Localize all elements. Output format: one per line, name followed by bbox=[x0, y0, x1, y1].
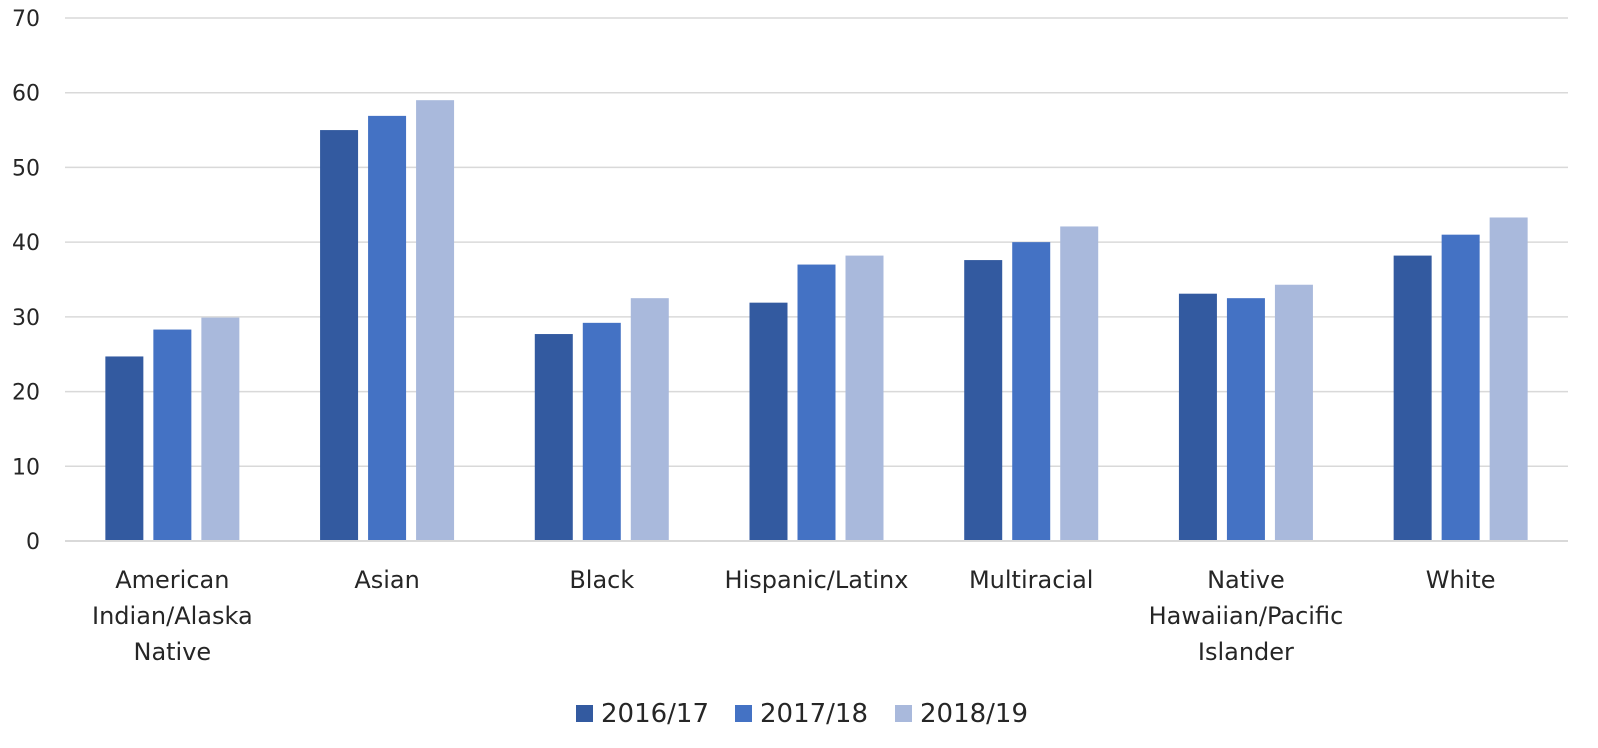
category-label: American bbox=[115, 566, 229, 594]
bar bbox=[964, 260, 1003, 541]
category-label: Hispanic/Latinx bbox=[725, 566, 909, 594]
category-label: Multiracial bbox=[969, 566, 1093, 594]
bar bbox=[320, 130, 359, 542]
bar bbox=[1178, 293, 1217, 541]
bar bbox=[749, 302, 788, 541]
bar bbox=[1012, 242, 1051, 541]
category-label: Native bbox=[1207, 566, 1285, 594]
category-label: Hawaiian/Pacific bbox=[1149, 602, 1344, 630]
bar bbox=[1060, 226, 1099, 541]
category-label: Asian bbox=[354, 566, 420, 594]
bar bbox=[201, 317, 240, 541]
category-label: Indian/Alaska bbox=[92, 602, 253, 630]
y-tick-label: 40 bbox=[12, 231, 40, 256]
y-axis-tick-labels: 0 10 20 30 40 50 60 70 bbox=[12, 7, 40, 555]
category-label: White bbox=[1426, 566, 1496, 594]
y-tick-label: 10 bbox=[12, 455, 40, 480]
bar bbox=[534, 334, 573, 541]
legend-label: 2017/18 bbox=[760, 699, 868, 729]
y-tick-label: 0 bbox=[26, 530, 40, 555]
bar bbox=[416, 100, 455, 541]
bar bbox=[153, 329, 192, 541]
category-label: Native bbox=[133, 638, 211, 666]
category-label: Black bbox=[569, 566, 634, 594]
legend-label: 2018/19 bbox=[920, 699, 1028, 729]
bar bbox=[1274, 284, 1313, 541]
y-tick-label: 50 bbox=[12, 156, 40, 181]
legend-swatch bbox=[735, 705, 752, 722]
y-tick-label: 30 bbox=[12, 306, 40, 331]
y-tick-label: 60 bbox=[12, 82, 40, 107]
bar bbox=[845, 255, 884, 541]
legend-label: 2016/17 bbox=[601, 699, 709, 729]
y-tick-label: 20 bbox=[12, 381, 40, 406]
bar bbox=[1226, 298, 1265, 541]
bar bbox=[582, 322, 621, 541]
category-label: Islander bbox=[1198, 638, 1294, 666]
legend: 2016/17 2017/18 2018/19 bbox=[576, 699, 1028, 729]
bar bbox=[630, 298, 669, 541]
category-labels: American Indian/Alaska Native Asian Black His… bbox=[92, 566, 1496, 666]
bar bbox=[797, 264, 836, 541]
bar bbox=[368, 115, 407, 541]
legend-swatch bbox=[576, 705, 593, 722]
bar bbox=[1441, 234, 1480, 541]
legend-swatch bbox=[895, 705, 912, 722]
bar bbox=[1489, 217, 1528, 542]
y-tick-label: 70 bbox=[12, 7, 40, 32]
bar bbox=[1393, 255, 1432, 541]
bar bbox=[105, 356, 144, 541]
bars bbox=[105, 100, 1528, 542]
